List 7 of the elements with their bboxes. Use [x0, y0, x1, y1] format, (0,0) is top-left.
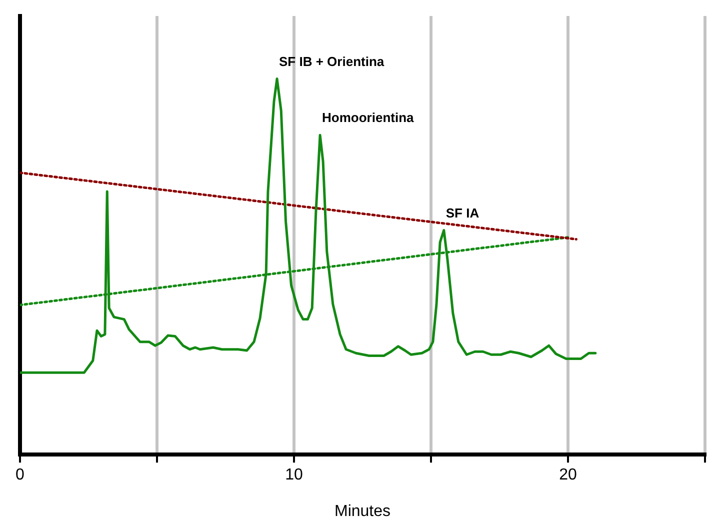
- x-tick-label: 20: [559, 466, 577, 484]
- x-axis-title: Minutes: [334, 502, 391, 520]
- annotation: SF IB + Orientina: [279, 54, 385, 69]
- x-tick-label: 10: [285, 466, 303, 484]
- annotation: SF IA: [446, 205, 480, 220]
- annotation: Homoorientina: [322, 110, 415, 126]
- x-tick-label: 0: [16, 466, 25, 484]
